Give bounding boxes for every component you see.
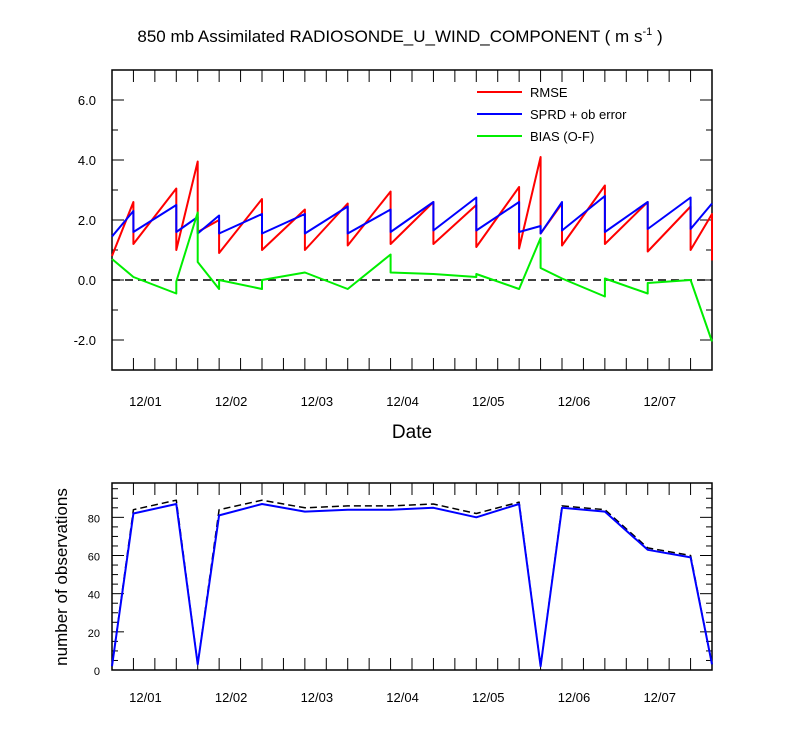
bottom-x-tick-label: 12/06 xyxy=(558,690,591,705)
series-line-sprd-ob-error xyxy=(111,195,713,238)
top-x-tick-label: 12/01 xyxy=(129,394,162,409)
top-y-tick-label: 2.0 xyxy=(78,213,96,228)
bottom-x-tick-label: 12/07 xyxy=(643,690,676,705)
x-axis-label: Date xyxy=(392,422,432,443)
legend-label: RMSE xyxy=(530,85,568,100)
top-y-tick-label: 0.0 xyxy=(78,273,96,288)
top-x-tick-label: 12/03 xyxy=(301,394,334,409)
bottom-ticks xyxy=(111,483,713,671)
bottom-y-tick-labels: 0 20 40 60 80 xyxy=(88,513,100,678)
top-x-tick-label: 12/07 xyxy=(643,394,676,409)
bottom-y-tick-label: 40 xyxy=(88,590,100,602)
top-x-tick-label: 12/06 xyxy=(558,394,591,409)
bottom-x-tick-label: 12/02 xyxy=(215,690,248,705)
bottom-panel: 0 20 40 60 80 12/01 12/02 12/03 12/04 12/05 12/06… xyxy=(52,482,713,705)
legend-label: BIAS (O-F) xyxy=(530,129,594,144)
bottom-y-tick-label: 20 xyxy=(88,628,100,640)
top-x-tick-label: 12/02 xyxy=(215,394,248,409)
bottom-x-tick-label: 12/04 xyxy=(386,690,419,705)
bottom-x-tick-labels: 12/01 12/02 12/03 12/04 12/05 12/06 12/07 xyxy=(129,690,676,705)
y-axis-label: number of observations xyxy=(52,488,71,666)
top-y-tick-label: 6.0 xyxy=(78,93,96,108)
bottom-x-tick-label: 12/03 xyxy=(301,690,334,705)
chart-title: 850 mb Assimilated RADIOSONDE_U_WIND_COM… xyxy=(137,26,662,46)
top-x-tick-labels: 12/01 12/02 12/03 12/04 12/05 12/06 12/07 xyxy=(129,394,676,409)
obs-series-assimilated xyxy=(111,503,713,668)
top-y-tick-label: 4.0 xyxy=(78,153,96,168)
legend: RMSE SPRD + ob error BIAS (O-F) xyxy=(477,85,627,144)
bottom-y-tick-label: 0 xyxy=(94,666,100,678)
top-x-tick-label: 12/05 xyxy=(472,394,505,409)
series-line-rmse xyxy=(111,156,713,261)
top-y-tick-labels: -2.0 0.0 2.0 4.0 6.0 xyxy=(74,93,96,348)
series-line-bias-o-f xyxy=(111,211,713,342)
top-y-tick-label: -2.0 xyxy=(74,333,96,348)
bottom-x-tick-label: 12/05 xyxy=(472,690,505,705)
bottom-series xyxy=(111,499,713,668)
bottom-plot-frame xyxy=(111,482,713,671)
bottom-y-tick-label: 80 xyxy=(88,513,100,525)
obs-series-possible xyxy=(111,499,713,667)
bottom-y-tick-label: 60 xyxy=(88,552,100,564)
legend-label: SPRD + ob error xyxy=(530,107,627,122)
bottom-x-tick-label: 12/01 xyxy=(129,690,162,705)
top-x-tick-label: 12/04 xyxy=(386,394,419,409)
top-panel: -2.00.02.04.06.0 12/01 12/02 12/03 12/04 12/… xyxy=(74,69,713,443)
top-series xyxy=(111,156,713,342)
